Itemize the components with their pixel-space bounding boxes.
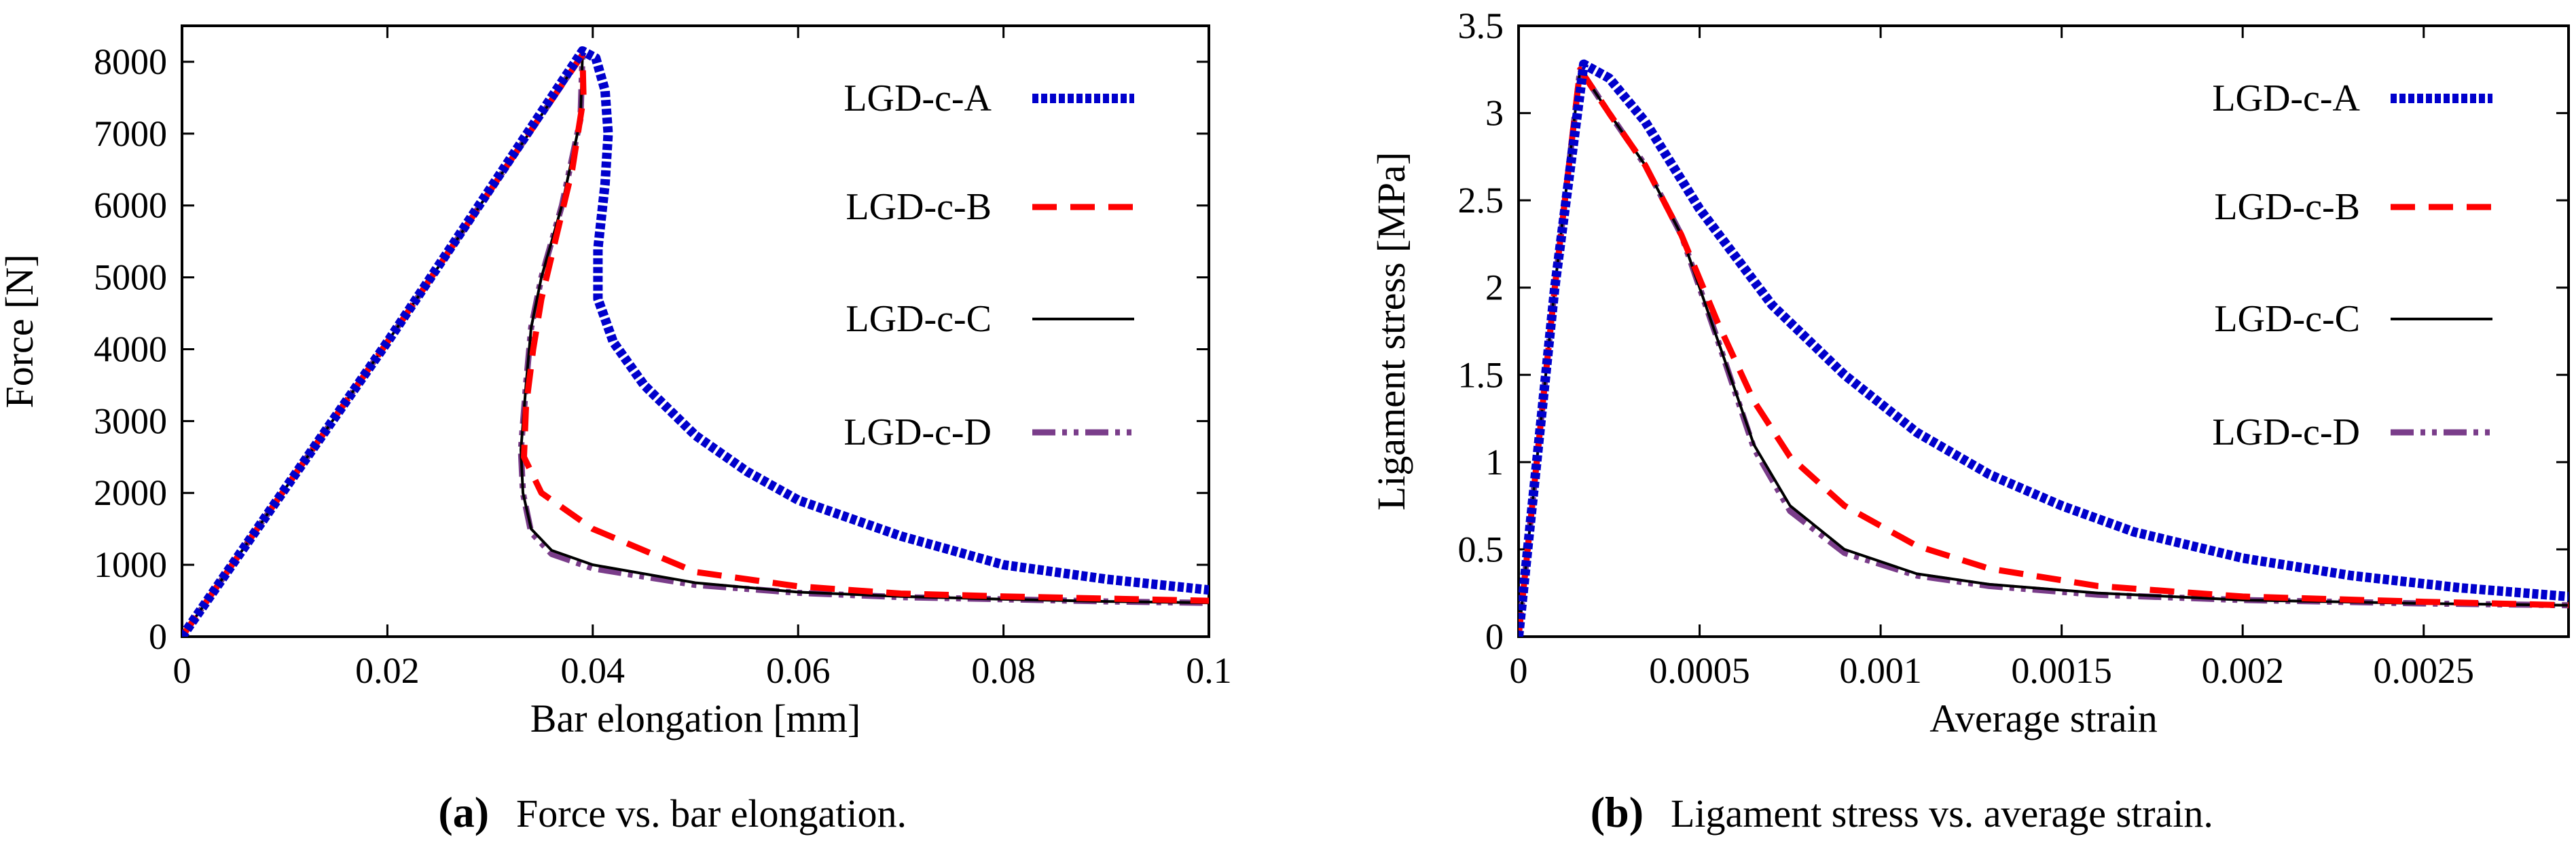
y-tick-label: 6000: [94, 185, 167, 226]
x-tick-label: 0: [173, 650, 192, 691]
x-tick-label: 0.0005: [1649, 650, 1750, 691]
y-axis-label: Force [N]: [0, 254, 41, 408]
y-tick-label: 4000: [94, 329, 167, 369]
series-line-lgd-c-a: [182, 46, 1209, 637]
series-line-lgd-c-b: [1519, 66, 2569, 637]
y-tick-label: 0: [1485, 616, 1504, 657]
y-tick-label: 2.5: [1458, 180, 1504, 221]
series-line-lgd-c-d: [1519, 66, 2569, 637]
x-axis-label: Average strain: [1929, 696, 2157, 741]
series-line-lgd-c-d: [182, 51, 1209, 637]
caption-a-text: Force vs. bar elongation.: [516, 791, 907, 836]
y-tick-label: 1000: [94, 544, 167, 585]
caption-b-letter: (b): [1591, 788, 1644, 836]
caption-b: (b) Ligament stress vs. average strain.: [1591, 788, 2213, 836]
caption-b-text: Ligament stress vs. average strain.: [1671, 791, 2213, 836]
x-tick-label: 0.06: [766, 650, 831, 691]
y-tick-label: 3000: [94, 400, 167, 441]
x-tick-label: 0.0015: [2011, 650, 2112, 691]
x-axis-label: Bar elongation [mm]: [530, 696, 860, 741]
y-tick-label: 3.5: [1458, 5, 1504, 46]
y-axis-label: Ligament stress [MPa]: [1369, 152, 1413, 510]
legend-label: LGD-c-C: [846, 298, 992, 340]
plot-frame: [1517, 24, 2570, 638]
caption-a-letter: (a): [438, 788, 489, 836]
legend-label: LGD-c-D: [843, 411, 992, 453]
y-tick-label: 0: [149, 616, 167, 657]
series-line-lgd-c-c: [1519, 68, 2569, 637]
x-tick-label: 0.0025: [2374, 650, 2475, 691]
legend-label: LGD-c-B: [2214, 186, 2360, 228]
plot-frame: [181, 24, 1210, 638]
x-tick-label: 0.08: [971, 650, 1036, 691]
y-tick-label: 2000: [94, 472, 167, 513]
legend-label: LGD-c-C: [2214, 298, 2360, 340]
panel-a-force-vs-elongation: 0 0.02 0.04 0.06 0.08 0.1 0 1000 2000 3000 4000 500…: [0, 24, 1232, 741]
legend-label: LGD-c-A: [843, 77, 992, 119]
legend-label: LGD-c-D: [2212, 411, 2360, 453]
panel-b-stress-vs-strain: 0 0.0005 0.001 0.0015 0.002 0.0025 0 0.5 1 1.5 2 2.…: [1369, 5, 2570, 741]
x-tick-label: 0.002: [2201, 650, 2284, 691]
caption-a: (a) Force vs. bar elongation.: [438, 788, 907, 836]
x-tick-label: 0.1: [1186, 650, 1232, 691]
legend-label: LGD-c-A: [2212, 77, 2360, 119]
legend-label: LGD-c-B: [846, 186, 992, 228]
y-tick-label: 1.5: [1458, 354, 1504, 395]
y-tick-label: 2: [1485, 267, 1504, 308]
x-tick-label: 0.04: [561, 650, 625, 691]
series-line-lgd-c-b: [182, 51, 1209, 637]
series-line-lgd-c-c: [182, 53, 1209, 637]
y-tick-label: 8000: [94, 41, 167, 82]
y-tick-label: 7000: [94, 113, 167, 154]
x-tick-label: 0.02: [355, 650, 420, 691]
y-tick-label: 3: [1485, 93, 1504, 134]
y-tick-label: 5000: [94, 257, 167, 298]
x-tick-label: 0: [1510, 650, 1528, 691]
y-tick-label: 1: [1485, 442, 1504, 483]
x-tick-label: 0.001: [1839, 650, 1922, 691]
y-tick-label: 0.5: [1458, 529, 1504, 569]
series-line-lgd-c-a: [1519, 59, 2569, 637]
